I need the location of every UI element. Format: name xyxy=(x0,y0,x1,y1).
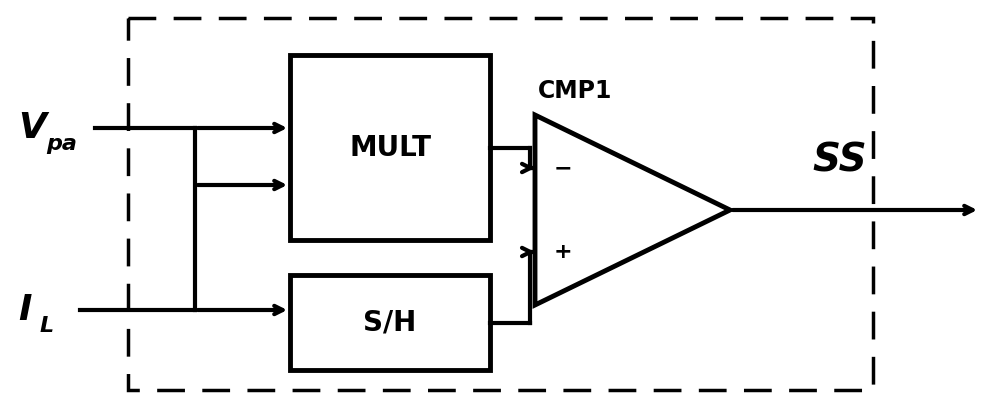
Text: CMP1: CMP1 xyxy=(538,79,612,103)
Text: SS: SS xyxy=(813,142,867,180)
Text: pa: pa xyxy=(46,134,77,154)
Text: I: I xyxy=(18,293,32,327)
Bar xyxy=(128,18,873,390)
Text: S/H: S/H xyxy=(363,309,417,337)
Text: L: L xyxy=(40,316,54,336)
Text: −: − xyxy=(554,158,572,178)
Bar xyxy=(290,55,490,240)
Text: MULT: MULT xyxy=(349,133,431,162)
Text: +: + xyxy=(554,242,572,262)
Polygon shape xyxy=(535,115,730,305)
Bar xyxy=(290,275,490,370)
Text: V: V xyxy=(18,111,46,145)
